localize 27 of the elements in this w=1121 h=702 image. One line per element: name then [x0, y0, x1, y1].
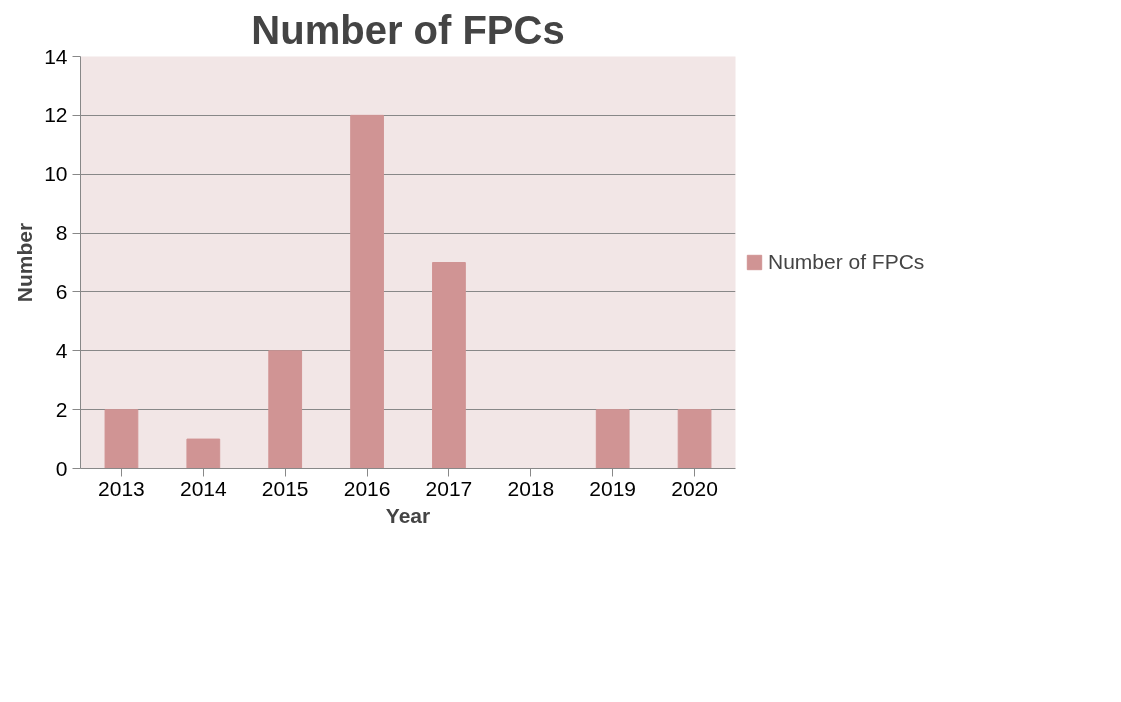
y-tick-label: 6 — [55, 279, 68, 303]
bar — [268, 350, 303, 469]
y-tick-label: 0 — [55, 456, 68, 480]
legend-label: Number of FPCs — [768, 250, 925, 274]
bar — [677, 409, 712, 469]
bar — [595, 409, 630, 469]
bar — [186, 438, 221, 469]
x-tick-label: 2018 — [507, 476, 555, 500]
x-tick-label: 2017 — [425, 476, 473, 500]
y-tick-label: 2 — [55, 397, 68, 421]
bar — [432, 262, 466, 469]
y-axis-title: Number — [13, 222, 37, 303]
bar — [350, 114, 384, 469]
bar — [104, 409, 139, 469]
y-tick-label: 4 — [55, 338, 68, 362]
x-tick-label: 2016 — [343, 476, 391, 500]
y-tick-label: 8 — [55, 221, 68, 245]
x-tick-label: 2014 — [179, 476, 227, 500]
x-axis-title: Year — [385, 503, 431, 527]
x-tick-label: 2019 — [589, 476, 637, 500]
chart-title: Number of FPCs — [251, 7, 565, 52]
x-tick-label: 2015 — [261, 476, 309, 500]
y-tick-label: 12 — [44, 103, 68, 127]
x-tick-label: 2020 — [671, 476, 718, 500]
y-tick-label: 14 — [44, 44, 68, 68]
x-tick-label: 2013 — [98, 476, 145, 500]
y-tick-label: 10 — [44, 162, 68, 186]
